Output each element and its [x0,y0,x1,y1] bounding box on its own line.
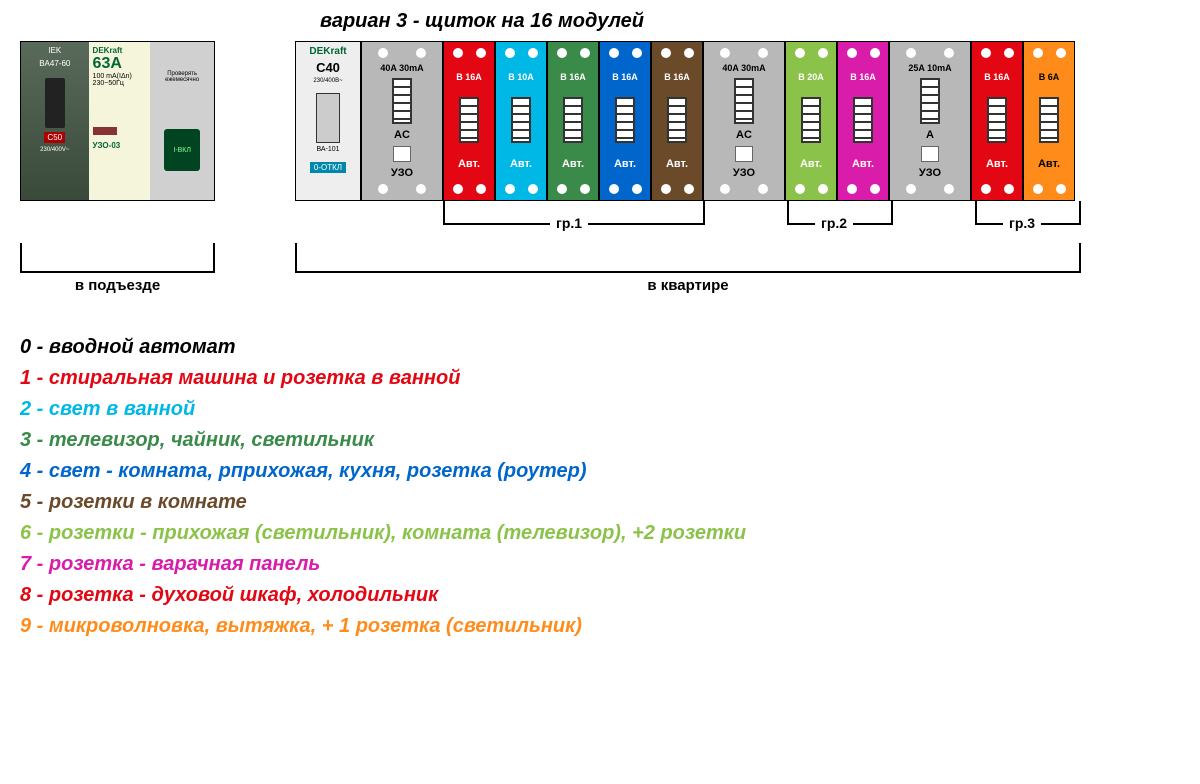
breaker-module: B 10A Авт. [495,41,547,201]
module-type: AC [736,129,752,141]
legend-item: 3 - телевизор, чайник, светильник [20,425,1180,456]
module-label: Авт. [614,158,636,170]
breaker-module: B 16A Авт. [599,41,651,201]
breaker-module: B 16A Авт. [837,41,889,201]
breaker-module: 40A 30mA AC УЗО [361,41,443,201]
legend-item: 4 - свет - комната, рприхожая, кухня, ро… [20,456,1180,487]
module-type: A [926,129,934,141]
module-label: Авт. [1038,158,1060,170]
main-model: ВА-101 [316,146,339,153]
legend-item: 6 - розетки - прихожая (светильник), ком… [20,518,1180,549]
amp-label: 63A [93,55,147,73]
sub2: 230~50Гц [93,80,147,87]
module-square [393,146,411,162]
legend: 0 - вводной автомат1 - стиральная машина… [20,332,1180,642]
module-rating: B 16A [664,72,690,82]
entrance-breaker: IEK BA47-60 C50 230/400V~ DEKraft 63A 10… [20,41,215,201]
module-switch-icon [459,97,479,143]
module-switch-icon [615,97,635,143]
breaker-row: IEK BA47-60 C50 230/400V~ DEKraft 63A 10… [20,41,1180,294]
module-switch-icon [734,78,754,124]
check-label: Проверять ежемесячно [156,71,208,83]
apartment-bracket [295,243,1081,273]
module-rating: B 16A [984,72,1010,82]
legend-item: 8 - розетка - духовой шкаф, холодильник [20,580,1180,611]
module-type: AC [394,129,410,141]
module-label: Авт. [852,158,874,170]
entrance-location: в подъезде [20,277,215,294]
main-c40: C40 [316,60,340,75]
breaker-module: B 6A Авт. [1023,41,1075,201]
volts-label: 230/400V~ [40,147,69,153]
module-rating: B 10A [508,72,534,82]
module-rating: B 16A [612,72,638,82]
breaker-module: B 16A Авт. [971,41,1023,201]
module-label: Авт. [666,158,688,170]
switch-icon [45,78,65,128]
module-switch-icon [1039,97,1059,143]
module-label: Авт. [510,158,532,170]
legend-item: 5 - розетки в комнате [20,487,1180,518]
module-rating: 40A 30mA [380,63,423,73]
model-label: BA47-60 [39,59,70,68]
main-brand: DEKraft [309,46,346,57]
label-g3: гр.3 [1003,215,1041,231]
module-switch-icon [563,97,583,143]
module-rating: B 6A [1039,72,1060,82]
module-rating: 25A 10mA [908,63,951,73]
legend-item: 0 - вводной автомат [20,332,1180,363]
entrance-bracket [20,243,215,273]
module-rating: 40A 30mA [722,63,765,73]
group-brackets: гр.1 гр.2 гр.3 [295,201,1180,243]
module-label: Авт. [458,158,480,170]
module-switch-icon [987,97,1007,143]
diagram-title: вариан 3 - щиток на 16 модулей [320,10,1180,33]
legend-item: 7 - розетка - варачная панель [20,549,1180,580]
main-breaker: DEKraft C40 230/400В~ ВА-101 0-ОТКЛ [295,41,361,201]
breaker-module: B 20A Авт. [785,41,837,201]
legend-item: 2 - свет в ванной [20,394,1180,425]
apartment-panel: DEKraft C40 230/400В~ ВА-101 0-ОТКЛ 40A … [295,41,1180,201]
main-sub: 230/400В~ [313,78,342,84]
on-button: I-ВКЛ [164,129,200,171]
module-rating: B 20A [798,72,824,82]
module-label: УЗО [733,167,755,179]
breaker-module: 40A 30mA AC УЗО [703,41,785,201]
iek-label: IEK [48,46,61,55]
legend-item: 9 - микроволновка, вытяжка, + 1 розетка … [20,611,1180,642]
module-switch-icon [392,78,412,124]
label-g1: гр.1 [550,215,588,231]
module-switch-icon [511,97,531,143]
module-square [735,146,753,162]
module-rating: B 16A [456,72,482,82]
c50-label: C50 [44,132,65,143]
module-rating: B 16A [560,72,586,82]
module-square [921,146,939,162]
module-rating: B 16A [850,72,876,82]
module-label: Авт. [800,158,822,170]
module-switch-icon [801,97,821,143]
module-switch-icon [667,97,687,143]
label-g2: гр.2 [815,215,853,231]
breaker-module: B 16A Авт. [651,41,703,201]
module-label: УЗО [919,167,941,179]
module-switch-icon [853,97,873,143]
module-label: Авт. [562,158,584,170]
module-label: Авт. [986,158,1008,170]
uzo-label: УЗО-03 [93,141,147,150]
sub1: 100 mA(IΔn) [93,73,147,80]
breaker-module: 25A 10mA A УЗО [889,41,971,201]
main-off: 0-ОТКЛ [310,162,346,173]
legend-item: 1 - стиральная машина и розетка в ванной [20,363,1180,394]
apartment-location: в квартире [295,277,1081,294]
module-switch-icon [920,78,940,124]
main-switch-icon [316,93,340,143]
breaker-module: B 16A Авт. [547,41,599,201]
breaker-module: B 16A Авт. [443,41,495,201]
module-label: УЗО [391,167,413,179]
brand-label: DEKraft [93,46,147,55]
